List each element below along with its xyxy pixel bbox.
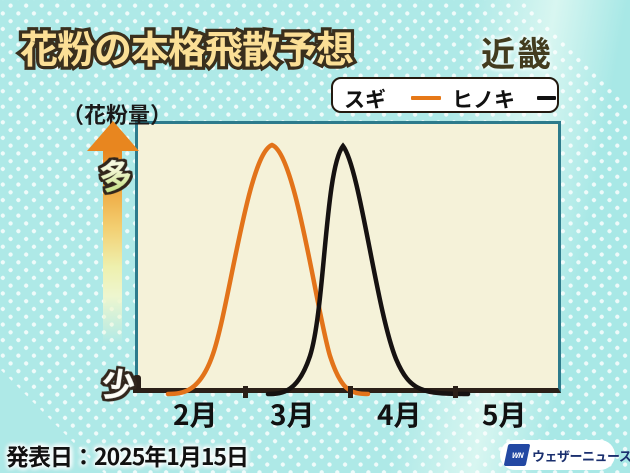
svg-text:少: 少 [99, 357, 138, 409]
svg-text:多: 多 [97, 148, 135, 199]
